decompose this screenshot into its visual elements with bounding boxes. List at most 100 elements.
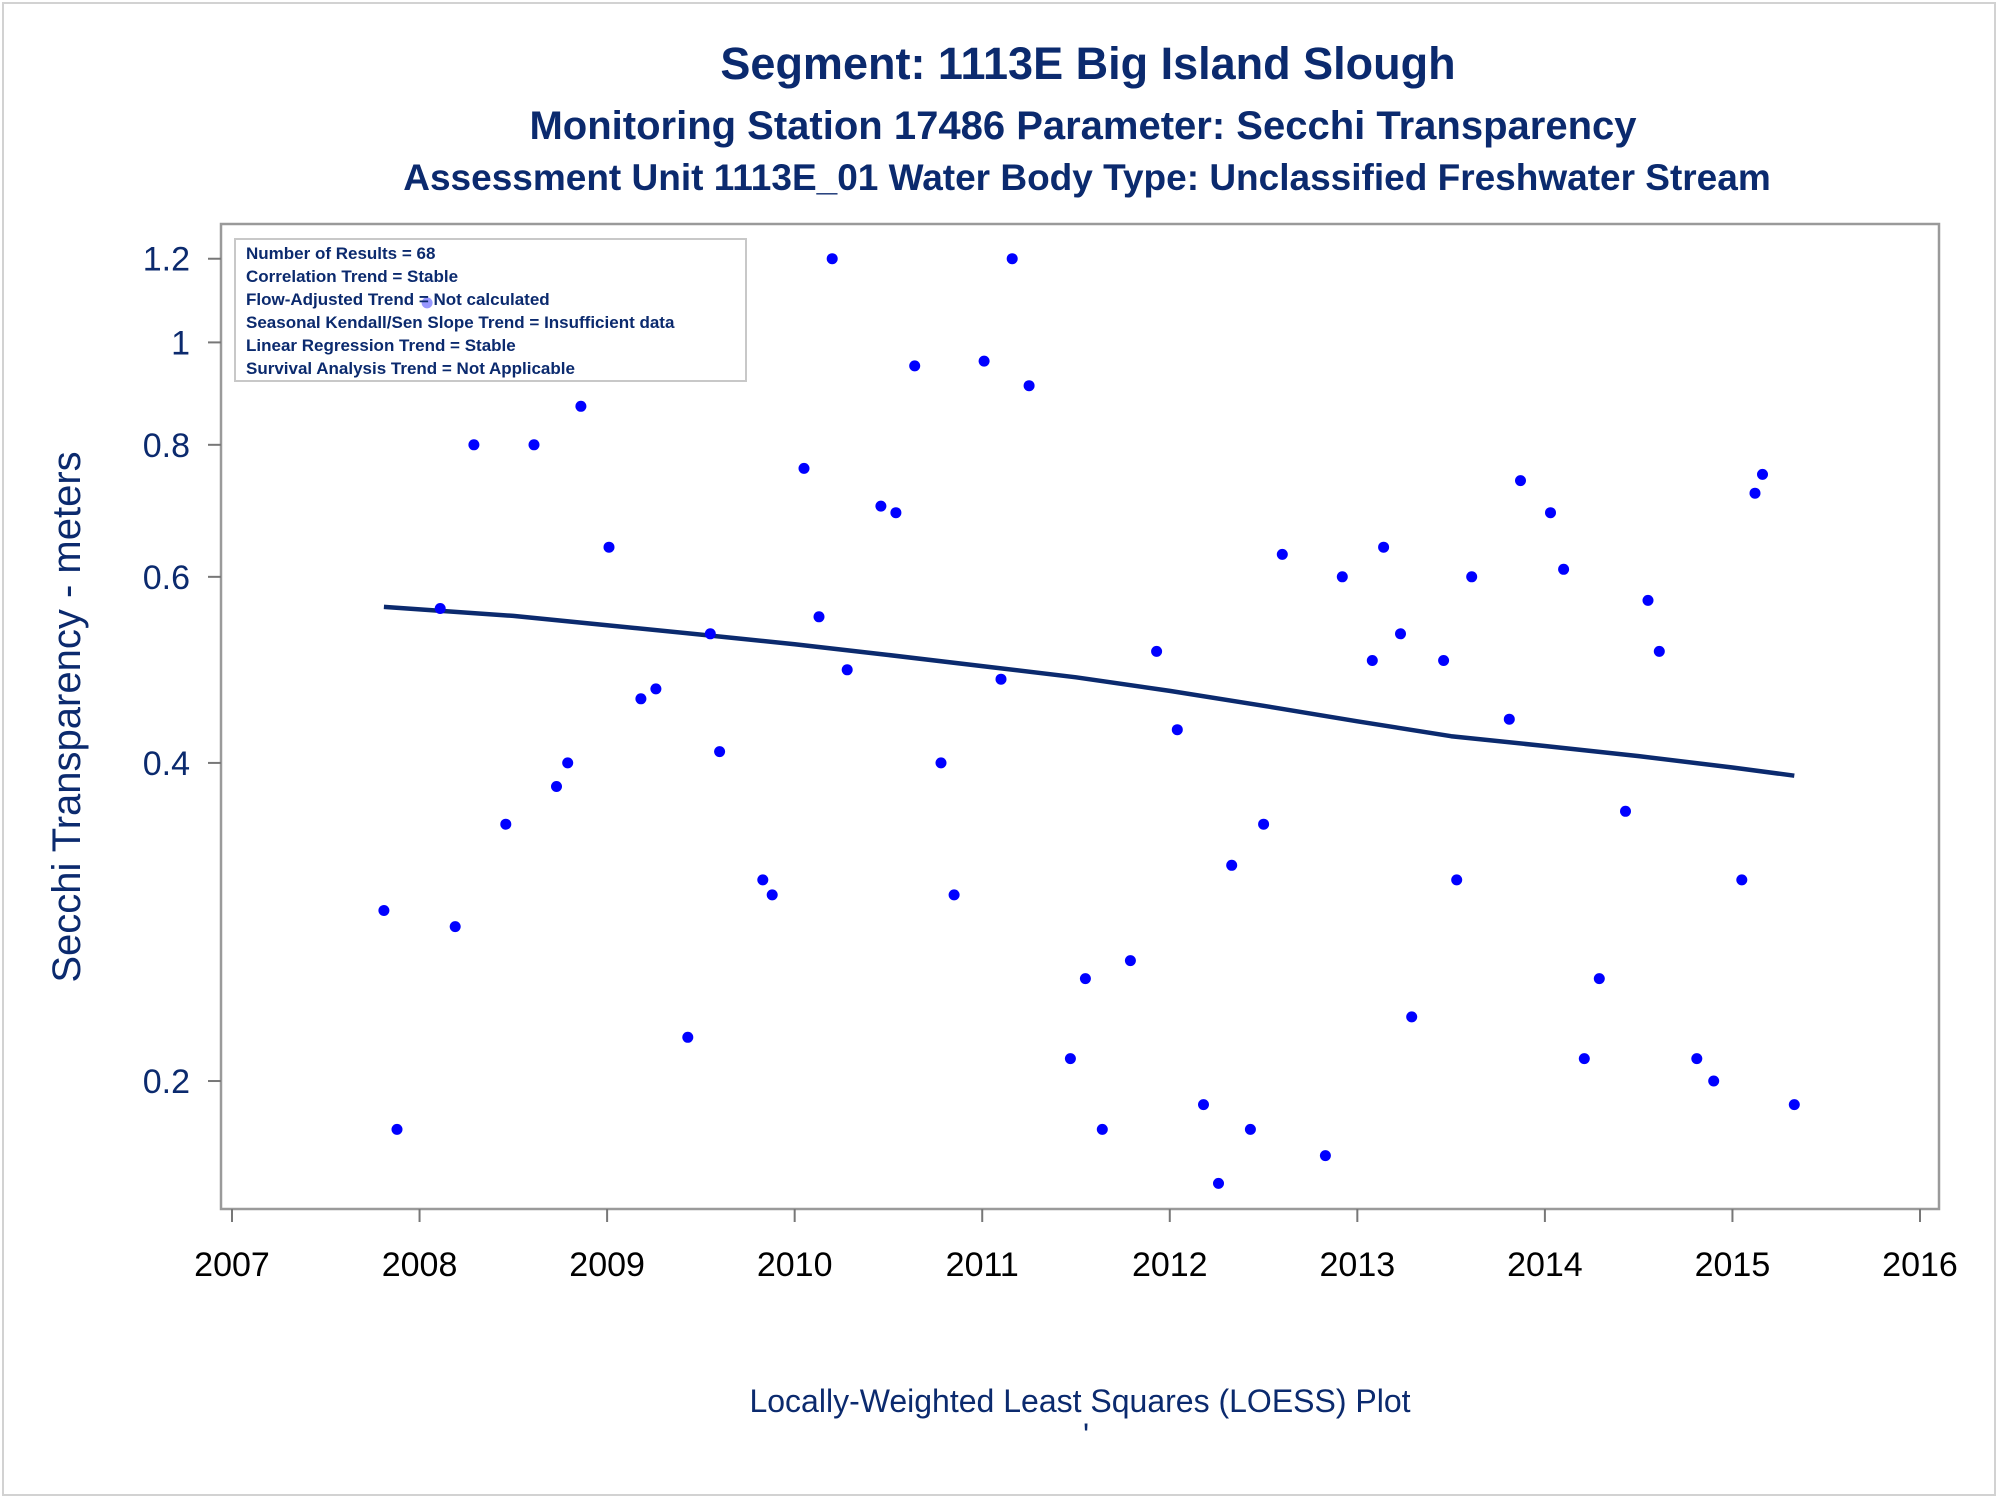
x-tick-label: 2008 — [382, 1246, 458, 1284]
x-tick-label: 2007 — [194, 1246, 270, 1284]
data-point — [1064, 1053, 1076, 1065]
x-tick-label: 2013 — [1320, 1246, 1396, 1284]
y-tick-label: 1.2 — [143, 241, 190, 279]
data-point — [1653, 645, 1665, 657]
data-point — [1244, 1123, 1256, 1135]
data-point — [650, 683, 662, 695]
x-tick-label: 2016 — [1882, 1246, 1958, 1284]
y-tick-label: 0.4 — [143, 745, 190, 783]
loess-trend-line — [383, 604, 1795, 778]
data-point — [682, 1031, 694, 1043]
y-axis: 0.2 0.4 0.6 0.8 1 1.2 — [143, 241, 221, 1101]
data-point — [1545, 507, 1556, 519]
data-point — [704, 628, 716, 640]
data-point — [909, 360, 921, 372]
data-point — [757, 874, 769, 886]
data-point — [449, 921, 461, 933]
data-point — [1642, 594, 1654, 606]
stats-line: Survival Analysis Trend = Not Applicable — [246, 359, 575, 378]
data-point — [1515, 475, 1526, 487]
data-point — [1503, 713, 1515, 725]
x-axis: 2007 2008 2009 2010 2011 2012 2013 2014 2015 2016 — [194, 1209, 1958, 1284]
data-point — [575, 400, 587, 412]
y-tick-label: 1 — [171, 324, 190, 362]
data-point — [1736, 874, 1748, 886]
data-point — [841, 664, 853, 676]
y-tick-label: 0.6 — [143, 559, 190, 597]
data-point — [935, 757, 947, 769]
data-point — [978, 355, 990, 367]
data-point — [766, 889, 778, 901]
data-point — [1593, 973, 1605, 985]
trend-layer — [383, 604, 1795, 778]
footnote-mark: ' — [1083, 1417, 1089, 1453]
chart-subtitle: Monitoring Station 17486 Parameter: Secc… — [529, 104, 1637, 148]
data-point — [500, 818, 512, 830]
data-point — [1366, 655, 1378, 666]
chart-title: Segment: 1113E Big Island Slough — [720, 38, 1455, 89]
chart-subtitle-2: Assessment Unit 1113E_01 Water Body Type… — [403, 157, 1771, 198]
data-point — [1198, 1099, 1209, 1111]
stats-line: Seasonal Kendall/Sen Slope Trend = Insuf… — [246, 313, 675, 332]
data-point — [826, 253, 838, 265]
data-point — [603, 541, 615, 553]
data-point — [562, 757, 574, 769]
data-point — [890, 507, 902, 519]
points-layer — [378, 253, 1800, 1189]
data-point — [1620, 805, 1631, 817]
stats-line: Correlation Trend = Stable — [246, 267, 458, 286]
data-point — [875, 500, 887, 512]
x-tick-label: 2011 — [946, 1246, 1019, 1284]
data-point — [1079, 973, 1091, 985]
x-tick-label: 2012 — [1132, 1246, 1208, 1284]
data-point — [1708, 1075, 1720, 1087]
data-point — [635, 693, 647, 705]
data-point — [1749, 487, 1761, 499]
y-axis-label: Secchi Transparency - meters — [45, 451, 89, 982]
data-point — [1124, 955, 1136, 967]
footnote: Locally-Weighted Least Squares (LOESS) P… — [749, 1383, 1410, 1419]
data-point — [528, 439, 540, 451]
y-tick-label: 0.8 — [143, 427, 190, 465]
x-tick-label: 2014 — [1507, 1246, 1583, 1284]
data-point — [1788, 1099, 1800, 1111]
data-point — [1438, 655, 1450, 666]
data-point — [1451, 874, 1463, 886]
data-point — [798, 462, 810, 474]
data-point — [1691, 1053, 1703, 1065]
data-point — [813, 611, 825, 623]
stats-line: Flow-Adjusted Trend = Not calculated — [246, 290, 550, 309]
data-point — [1171, 724, 1183, 736]
plot-area — [219, 222, 1941, 1211]
data-point — [1336, 571, 1348, 583]
data-point — [1096, 1123, 1108, 1135]
x-tick-label: 2015 — [1695, 1246, 1771, 1284]
data-point — [714, 746, 726, 758]
y-tick-label: 0.2 — [143, 1063, 190, 1101]
data-point — [1558, 563, 1570, 575]
stats-legend-box — [234, 238, 747, 382]
data-point — [1213, 1177, 1224, 1189]
data-point — [1319, 1150, 1331, 1162]
x-tick-label: 2010 — [757, 1246, 833, 1284]
data-point — [378, 905, 390, 916]
data-point — [1757, 468, 1768, 480]
data-point — [1378, 541, 1390, 553]
data-point — [1395, 628, 1406, 640]
stats-legend: Number of Results = 68 Correlation Trend… — [234, 238, 747, 382]
data-point — [1466, 571, 1478, 583]
data-point — [948, 889, 960, 901]
data-point — [551, 781, 562, 792]
data-point — [1578, 1053, 1590, 1065]
stats-line: Linear Regression Trend = Stable — [246, 336, 516, 355]
data-point — [434, 603, 446, 614]
data-point — [1023, 380, 1035, 392]
data-point — [1226, 859, 1238, 871]
data-point — [1406, 1011, 1418, 1023]
x-tick-label: 2009 — [569, 1246, 645, 1284]
data-point — [468, 439, 480, 451]
data-point — [995, 673, 1007, 685]
data-point — [1006, 253, 1018, 265]
stats-line: Number of Results = 68 — [246, 244, 435, 263]
